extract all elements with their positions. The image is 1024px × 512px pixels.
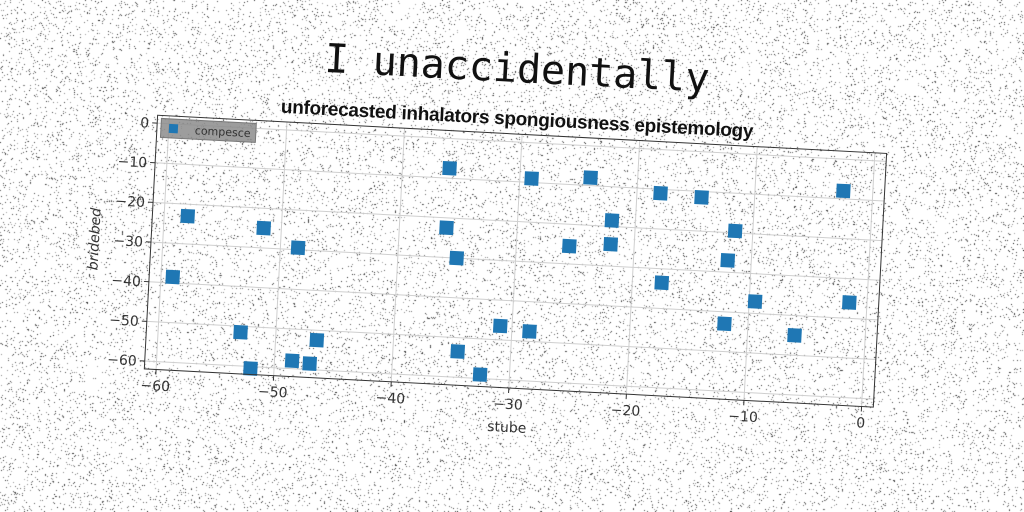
y-grid-line [153, 201, 883, 242]
x-axis-label: stube [487, 419, 527, 437]
data-point [694, 190, 709, 205]
data-point [233, 324, 248, 340]
y-tick-label: −10 [117, 154, 147, 172]
data-point [165, 269, 181, 285]
data-point [256, 220, 272, 236]
data-point [439, 220, 454, 236]
data-point [309, 332, 325, 348]
data-point [243, 361, 258, 376]
plot-frame [143, 114, 888, 408]
data-point [472, 367, 488, 382]
legend: compesce [159, 117, 257, 143]
y-tick-label: −60 [107, 352, 137, 370]
y-tick-label: −20 [115, 193, 145, 211]
data-point [654, 275, 670, 291]
legend-label: compesce [195, 124, 252, 140]
data-point [787, 328, 802, 343]
data-point [717, 316, 732, 332]
data-point [747, 294, 763, 309]
legend-box [159, 117, 257, 143]
data-point [180, 208, 196, 224]
x-tick-label: −10 [728, 409, 758, 427]
data-point [290, 240, 306, 256]
data-point [522, 324, 537, 339]
x-tick-label: −50 [258, 384, 288, 402]
y-tick-label: −50 [109, 312, 139, 330]
data-point [302, 356, 318, 372]
data-point [727, 223, 743, 239]
data-point [653, 185, 668, 201]
y-grid-line [157, 122, 887, 162]
data-point [604, 213, 620, 228]
x-tick-label: −20 [610, 402, 640, 420]
data-point [524, 171, 539, 186]
y-grid-line [150, 241, 880, 281]
data-point [841, 295, 857, 310]
legend-marker [168, 123, 179, 134]
x-tick-label: −40 [375, 390, 405, 408]
data-point [561, 238, 577, 254]
y-grid-line [148, 281, 878, 321]
chart-title: I unaccidentally [323, 36, 710, 102]
data-point [492, 318, 508, 334]
data-point [603, 236, 619, 252]
data-point [583, 170, 598, 186]
data-points [165, 160, 857, 382]
x-tick-label: −30 [493, 396, 523, 414]
data-point [450, 344, 466, 359]
data-point [449, 250, 465, 266]
y-grid-line [144, 360, 874, 400]
chart-subtitle: unforecasted inhalators spongiousness ep… [280, 97, 754, 143]
plot-area: −60 −50 −40 −30 −20 −10 0 0 −10 −20 −30 −40 −50 −60 c… [85, 114, 888, 437]
data-point [442, 160, 457, 176]
x-tick-label: −60 [140, 378, 170, 396]
y-tick-label: 0 [140, 115, 150, 131]
ticks: −60 −50 −40 −30 −20 −10 0 0 −10 −20 −30 −40 −50 −60 [107, 115, 866, 431]
grid [144, 115, 887, 407]
y-tick-label: −40 [111, 273, 141, 291]
data-point [836, 183, 851, 199]
data-point [284, 353, 300, 369]
x-tick-label: 0 [856, 415, 866, 431]
data-point [720, 253, 736, 268]
y-axis-label: bridebed [85, 207, 104, 270]
y-grid-line [146, 320, 876, 361]
y-grid-line [155, 162, 885, 202]
y-tick-label: −30 [113, 233, 143, 251]
